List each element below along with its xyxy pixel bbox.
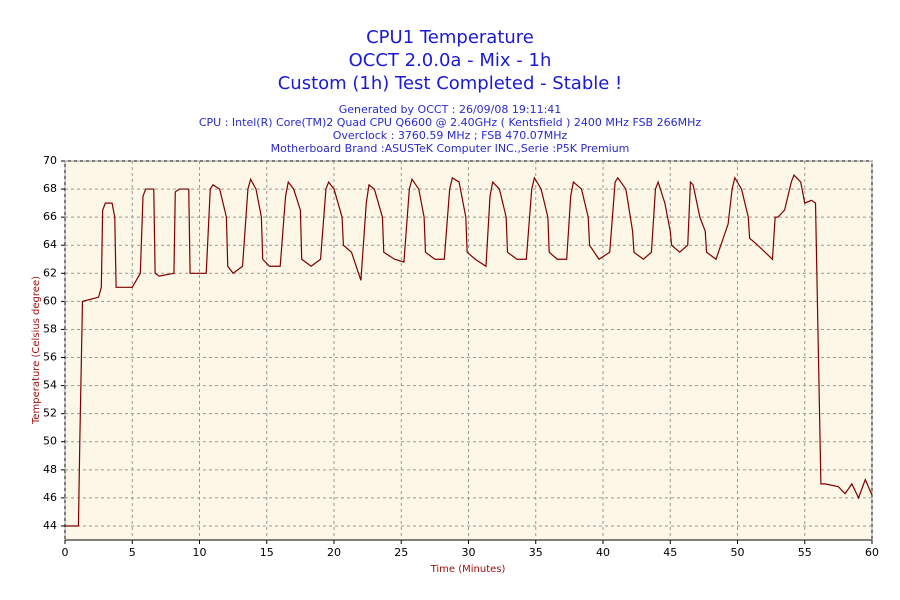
x-tick-label: 15 xyxy=(260,546,274,559)
y-tick-label: 58 xyxy=(43,322,57,335)
y-tick-label: 46 xyxy=(43,491,57,504)
subtitle-line: CPU : Intel(R) Core(TM)2 Quad CPU Q6600 … xyxy=(199,116,701,129)
x-axis-label: Time (Minutes) xyxy=(430,564,506,575)
x-tick-label: 60 xyxy=(865,546,879,559)
subtitle-line: Overclock : 3760.59 MHz ; FSB 470.07MHz xyxy=(333,129,568,142)
x-tick-label: 55 xyxy=(798,546,812,559)
title-line: OCCT 2.0.0a - Mix - 1h xyxy=(349,50,552,71)
y-tick-label: 62 xyxy=(43,266,57,279)
title-line: CPU1 Temperature xyxy=(366,27,534,48)
y-tick-label: 44 xyxy=(43,519,57,532)
x-tick-label: 25 xyxy=(394,546,408,559)
y-tick-label: 56 xyxy=(43,351,57,364)
subtitle-line: Generated by OCCT : 26/09/08 19:11:41 xyxy=(339,103,562,116)
plot-area xyxy=(64,160,873,541)
y-tick-label: 66 xyxy=(43,210,57,223)
x-tick-label: 0 xyxy=(62,546,69,559)
y-tick-label: 50 xyxy=(43,435,57,448)
x-tick-label: 5 xyxy=(129,546,136,559)
y-tick-label: 64 xyxy=(43,238,57,251)
x-tick-label: 30 xyxy=(462,546,476,559)
y-tick-label: 54 xyxy=(43,379,57,392)
x-tick-label: 20 xyxy=(327,546,341,559)
y-tick-label: 68 xyxy=(43,182,57,195)
x-tick-label: 35 xyxy=(529,546,543,559)
title-line: Custom (1h) Test Completed - Stable ! xyxy=(278,73,623,94)
x-tick-label: 50 xyxy=(731,546,745,559)
x-tick-label: 45 xyxy=(663,546,677,559)
y-axis-label: Temperature (Celsius degree) xyxy=(31,276,42,425)
y-tick-label: 70 xyxy=(43,154,57,167)
x-tick-label: 40 xyxy=(596,546,610,559)
y-tick-label: 60 xyxy=(43,294,57,307)
data-line xyxy=(65,173,873,527)
subtitle-line: Motherboard Brand :ASUSTeK Computer INC.… xyxy=(271,142,630,155)
x-tick-label: 10 xyxy=(193,546,207,559)
y-tick-label: 52 xyxy=(43,407,57,420)
y-tick-label: 48 xyxy=(43,463,57,476)
